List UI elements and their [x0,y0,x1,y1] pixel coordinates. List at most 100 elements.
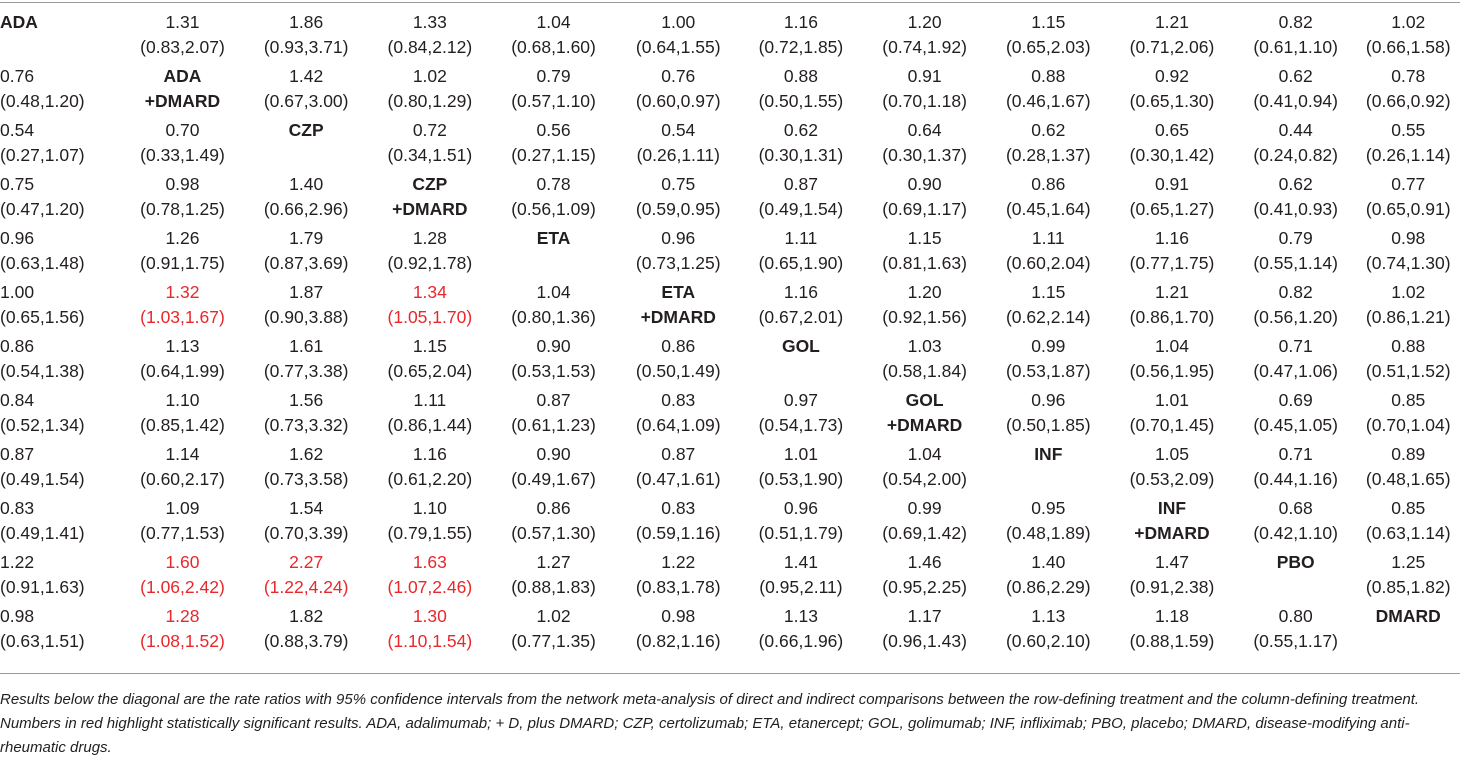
ratio-cell: 0.87 (0.61,1.23) [491,388,617,442]
confidence-interval: (0.60,2.17) [140,469,225,489]
confidence-interval: (0.91,1.75) [140,253,225,273]
rate-ratio-value: 1.54 [289,498,324,518]
confidence-interval: (0.33,1.49) [140,145,225,165]
rate-ratio-value: 0.71 [1278,336,1313,356]
confidence-interval: (0.26,1.11) [636,145,720,165]
confidence-interval: (0.54,1.73) [758,415,844,435]
rate-ratio-value: 0.76 [661,66,696,86]
confidence-interval: (0.52,1.34) [0,415,85,435]
confidence-interval: (0.73,1.25) [635,253,721,273]
rate-ratio-value: 1.18 [1154,606,1190,626]
rate-ratio-value: 0.97 [783,390,818,410]
table-row: 0.87 (0.49,1.54) 1.14 (0.60,2.17) 1.62 (0.73,… [0,442,1460,496]
significant-ratio-cell: 1.32 (1.03,1.67) [122,280,244,334]
ratio-cell: 0.91 (0.70,1.18) [862,64,988,118]
ratio-cell: 1.04 (0.56,1.95) [1109,334,1235,388]
ratio-cell: 1.54 (0.70,3.39) [243,496,369,550]
rate-ratio-value: 0.90 [907,174,942,194]
treatment-label-cell: ETA +DMARD [616,280,740,334]
confidence-interval: (0.24,0.82) [1253,145,1338,165]
confidence-interval: (0.67,2.01) [758,307,844,327]
ratio-cell: 0.69 (0.45,1.05) [1235,388,1357,442]
confidence-interval: (0.51,1.52) [1365,361,1451,381]
confidence-interval: (0.27,1.15) [511,145,596,165]
rate-ratio-value: 0.54 [661,120,696,140]
treatment-name: ETA [661,282,696,302]
confidence-interval: (0.87,3.69) [263,253,349,273]
ratio-cell: 1.21 (0.86,1.70) [1109,280,1235,334]
ratio-cell: 0.71 (0.47,1.06) [1235,334,1357,388]
rate-ratio-value: 1.10 [412,498,447,518]
confidence-interval: (0.53,1.53) [511,361,596,381]
ratio-cell: 1.00 (0.64,1.55) [616,10,740,64]
confidence-interval: (0.81,1.63) [882,253,967,273]
ratio-cell: 0.86 (0.45,1.64) [987,172,1109,226]
ratio-cell: 0.54 (0.27,1.07) [0,118,122,172]
rate-ratio-value: 1.02 [1391,282,1426,302]
rate-ratio-value: 1.13 [1031,606,1066,626]
ratio-cell: 1.40 (0.86,2.29) [987,550,1109,604]
confidence-interval: (0.47,1.20) [0,199,85,219]
confidence-interval: (0.27,1.07) [0,145,85,165]
rate-ratio-value: 1.31 [165,12,200,32]
confidence-interval: (0.96,1.43) [882,631,967,651]
treatment-name: CZP [288,120,324,140]
rate-ratio-value: 1.22 [0,552,35,572]
confidence-interval: (0.56,1.20) [1253,307,1338,327]
confidence-interval: (0.41,0.94) [1253,91,1338,111]
confidence-interval: (0.63,1.51) [0,631,85,651]
rate-ratio-value: 1.17 [907,606,942,626]
confidence-interval: (0.50,1.55) [758,91,844,111]
rate-ratio-value: 0.44 [1278,120,1313,140]
rate-ratio-value: 0.75 [661,174,696,194]
table-row: 1.00 (0.65,1.56) 1.32 (1.03,1.67) 1.87 (0.90,… [0,280,1460,334]
table-row: 0.84 (0.52,1.34) 1.10 (0.85,1.42) 1.56 (0.73,… [0,388,1460,442]
ratio-cell: 0.96 (0.73,1.25) [616,226,740,280]
confidence-interval: (0.70,3.39) [263,523,349,543]
treatment-name: CZP [412,174,448,194]
ratio-cell: 1.15 (0.62,2.14) [987,280,1109,334]
confidence-interval: (0.95,2.25) [882,577,967,597]
confidence-interval: (0.91,1.63) [0,577,85,597]
ratio-cell: 1.03 (0.58,1.84) [862,334,988,388]
rate-ratio-value: 0.86 [0,336,35,356]
rate-ratio-value: 1.03 [907,336,942,356]
ratio-cell: 1.10 (0.85,1.42) [122,388,244,442]
confidence-interval: (0.88,3.79) [263,631,349,651]
confidence-interval: (0.26,1.14) [1365,145,1451,165]
confidence-interval: (0.60,0.97) [635,91,721,111]
rate-ratio-value: 1.13 [165,336,200,356]
rate-ratio-value: 1.22 [661,552,696,572]
table-top-rule [0,2,1460,3]
ratio-cell: 0.87 (0.47,1.61) [616,442,740,496]
rate-ratio-value: 0.77 [1391,174,1426,194]
confidence-interval: (0.30,1.37) [882,145,967,165]
confidence-interval: (0.78,1.25) [140,199,225,219]
ratio-cell: 1.16 (0.61,2.20) [369,442,491,496]
rate-ratio-value: 1.09 [165,498,200,518]
confidence-interval: (0.74,1.30) [1365,253,1451,273]
confidence-interval: (0.92,1.56) [882,307,967,327]
rate-ratio-value: 1.28 [412,228,447,248]
confidence-interval: (0.49,1.41) [0,523,85,543]
confidence-interval: (0.80,1.29) [387,91,473,111]
rate-ratio-value: 1.11 [413,390,447,410]
significant-ratio-cell: 1.60 (1.06,2.42) [122,550,244,604]
treatment-name: INF [1034,444,1063,464]
ratio-cell: 0.83 (0.49,1.41) [0,496,122,550]
significant-ratio-cell: 1.28 (1.08,1.52) [122,604,244,658]
ratio-cell: 1.31 (0.83,2.07) [122,10,244,64]
rate-ratio-value: 0.83 [661,498,696,518]
ratio-cell: 1.22 (0.83,1.78) [616,550,740,604]
rate-ratio-value: 1.61 [289,336,324,356]
ratio-cell: 1.16 (0.72,1.85) [740,10,862,64]
table-row: 0.83 (0.49,1.41) 1.09 (0.77,1.53) 1.54 (0.70,… [0,496,1460,550]
rate-ratio-value: 0.90 [536,444,571,464]
ratio-cell: 0.75 (0.59,0.95) [616,172,740,226]
rate-ratio-value: 1.27 [536,552,571,572]
treatment-name: ETA [536,228,571,248]
confidence-interval: (0.91,2.38) [1129,577,1215,597]
rate-ratio-value: 1.32 [165,282,200,302]
table-bottom-rule [0,673,1460,674]
rate-ratio-value: 0.68 [1278,498,1313,518]
